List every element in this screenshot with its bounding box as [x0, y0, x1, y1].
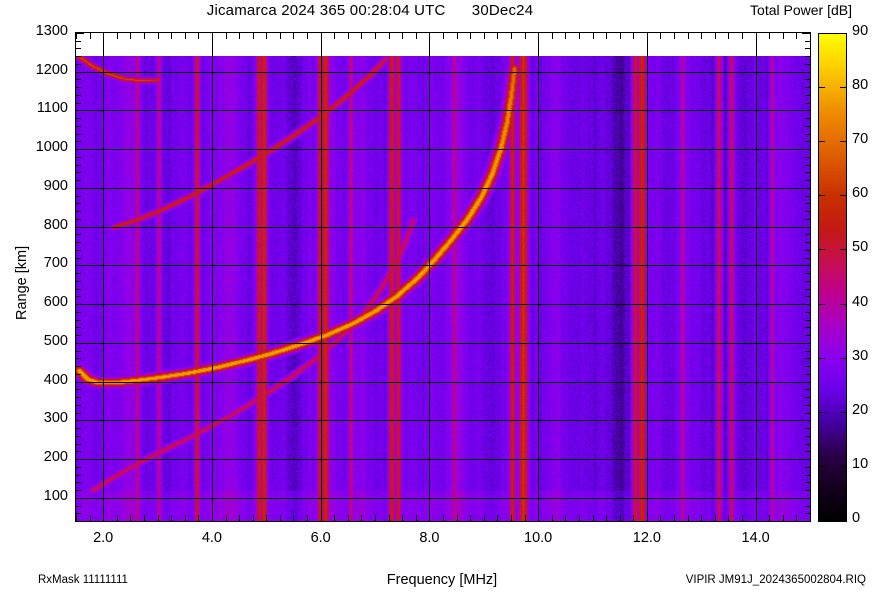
colorbar-tick-label: 0: [852, 510, 861, 526]
rxmask-status: RxMask 11111111: [38, 574, 128, 586]
x-axis-tick-label: 14.0: [741, 530, 770, 546]
y-axis-tick-label: 1000: [35, 139, 68, 156]
colorbar-tick-mark: [840, 141, 846, 142]
y-axis-tick-label: 1200: [35, 61, 68, 78]
colorbar-tick-mark: [819, 249, 825, 250]
colorbar[interactable]: [818, 33, 847, 522]
y-axis-tick-label: 100: [43, 487, 68, 504]
source-file-id: VIPIR JM91J_2024365002804.RIQ: [685, 574, 866, 586]
x-axis-tick-label: 12.0: [632, 530, 661, 546]
y-axis-tick-label: 900: [43, 177, 68, 194]
colorbar-tick-mark: [819, 141, 825, 142]
colorbar-tick-label: 60: [852, 185, 869, 201]
colorbar-tick-mark: [840, 249, 846, 250]
colorbar-tick-label: 50: [852, 239, 869, 255]
colorbar-tick-label: 30: [852, 348, 869, 364]
x-axis-tick-label: 10.0: [524, 530, 553, 546]
colorbar-tick-mark: [819, 304, 825, 305]
colorbar-tick-mark: [819, 466, 825, 467]
colorbar-gradient: [819, 34, 846, 521]
y-axis-tick-label: 400: [43, 371, 68, 388]
y-axis-tick-label: 500: [43, 332, 68, 349]
y-axis-tick-label: 700: [43, 255, 68, 272]
colorbar-tick-mark: [840, 466, 846, 467]
page-title: Jicamarca 2024 365 00:28:04 UTC 30Dec24: [206, 2, 534, 19]
plot-gridlines: [76, 33, 810, 521]
y-axis-tick-label: 1100: [36, 100, 68, 117]
x-axis-tick-label: 2.0: [93, 530, 114, 546]
ionogram-heatmap-canvas: [76, 33, 810, 521]
x-axis-tick-label: 8.0: [419, 530, 440, 546]
colorbar-tick-mark: [840, 412, 846, 413]
colorbar-tick-label: 80: [852, 77, 869, 93]
colorbar-tick-mark: [840, 304, 846, 305]
colorbar-tick-mark: [840, 195, 846, 196]
colorbar-tick-mark: [819, 358, 825, 359]
x-axis-label: Frequency [MHz]: [386, 572, 498, 588]
colorbar-tick-mark: [819, 87, 825, 88]
colorbar-tick-mark: [840, 358, 846, 359]
colorbar-tick-label: 40: [852, 294, 869, 310]
colorbar-tick-label: 20: [852, 402, 869, 418]
colorbar-title: Total Power [dB]: [750, 2, 852, 18]
colorbar-tick-mark: [840, 87, 846, 88]
colorbar-tick-label: 90: [852, 23, 869, 39]
y-axis-tick-label: 800: [43, 216, 68, 233]
y-axis-tick-label: 1300: [35, 23, 68, 39]
colorbar-tick-label: 70: [852, 131, 869, 147]
ionogram-plot-area[interactable]: [75, 32, 811, 522]
y-axis-tick-label: 200: [43, 449, 68, 466]
colorbar-tick-mark: [819, 195, 825, 196]
colorbar-tick-mark: [819, 412, 825, 413]
colorbar-tick-label: 10: [852, 456, 869, 472]
x-axis-tick-label: 4.0: [201, 530, 222, 546]
y-axis-tick-label: 600: [43, 294, 68, 311]
x-axis-tick-label: 6.0: [310, 530, 331, 546]
y-axis-tick-label: 300: [43, 410, 68, 427]
